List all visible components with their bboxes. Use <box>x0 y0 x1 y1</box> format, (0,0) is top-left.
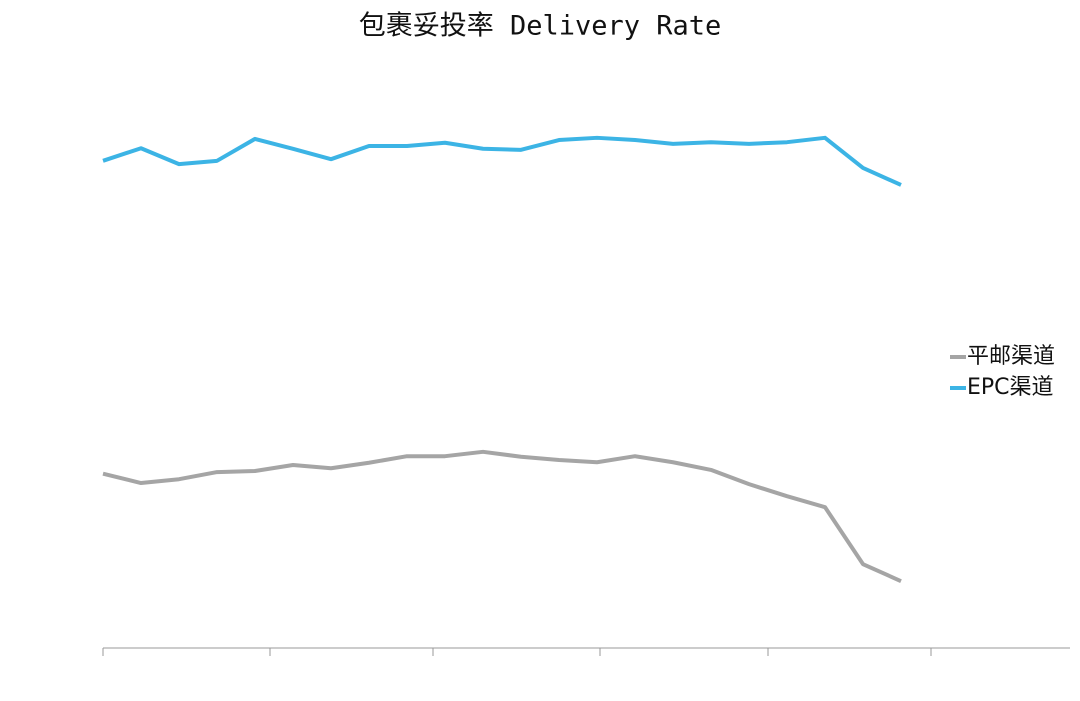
legend-label: EPC渠道 <box>967 375 1054 400</box>
chart-title: 包裹妥投率 Delivery Rate <box>359 11 722 42</box>
legend-label: 平邮渠道 <box>967 344 1055 369</box>
line-series <box>102 135 902 187</box>
line-series <box>102 449 902 583</box>
x-axis <box>102 647 1070 656</box>
